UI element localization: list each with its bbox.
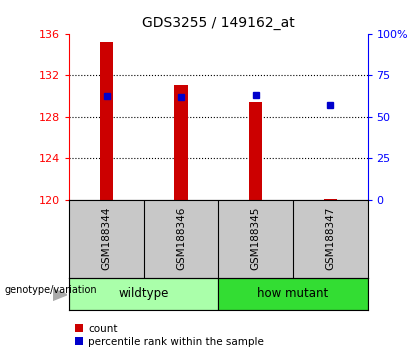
Text: GSM188344: GSM188344 bbox=[102, 206, 112, 270]
Bar bbox=[218, 278, 368, 310]
Bar bbox=[323, 199, 337, 200]
Title: GDS3255 / 149162_at: GDS3255 / 149162_at bbox=[142, 16, 295, 30]
Text: how mutant: how mutant bbox=[257, 287, 328, 300]
Bar bbox=[100, 42, 113, 200]
Text: GSM188347: GSM188347 bbox=[325, 206, 335, 270]
Text: GSM188345: GSM188345 bbox=[251, 206, 261, 270]
Polygon shape bbox=[52, 289, 67, 301]
Bar bbox=[249, 102, 262, 200]
Text: GSM188346: GSM188346 bbox=[176, 206, 186, 270]
Text: genotype/variation: genotype/variation bbox=[4, 285, 97, 295]
Legend: count, percentile rank within the sample: count, percentile rank within the sample bbox=[74, 324, 264, 347]
Bar bbox=[69, 278, 218, 310]
Text: wildtype: wildtype bbox=[119, 287, 169, 300]
Bar bbox=[174, 85, 188, 200]
